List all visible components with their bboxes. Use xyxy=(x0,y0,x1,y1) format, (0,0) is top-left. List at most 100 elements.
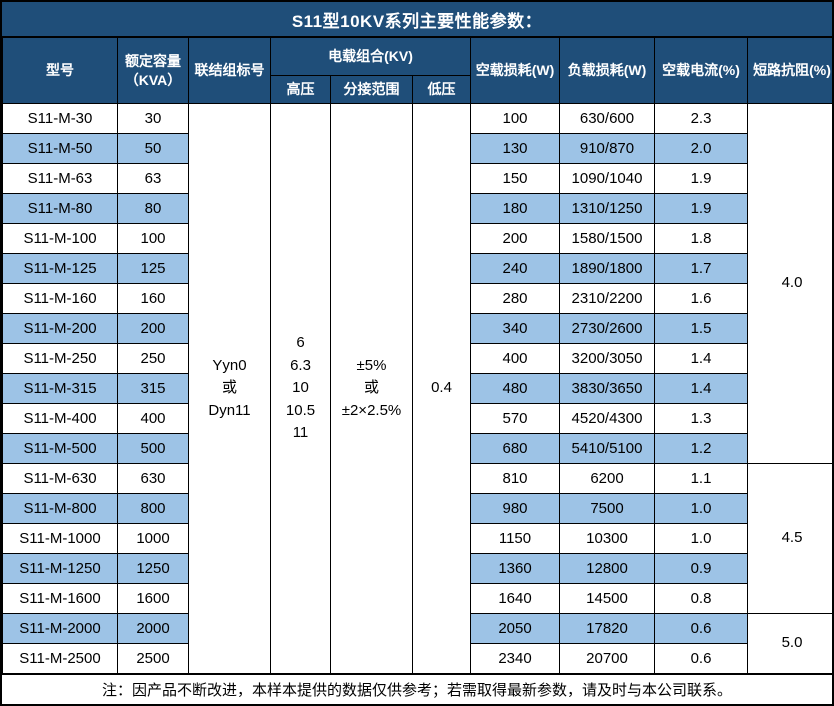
cell-load-loss: 4520/4300 xyxy=(559,403,655,434)
cell-model: S11-M-30 xyxy=(2,103,118,134)
table-row: S11-M-160 160 280 2310/2200 1.6 xyxy=(2,283,833,314)
cell-load-loss: 7500 xyxy=(559,493,655,524)
cell-capacity: 2500 xyxy=(117,643,189,674)
cell-capacity: 800 xyxy=(117,493,189,524)
col-header-no-load-current: 空载电流(%) xyxy=(654,37,748,104)
cell-no-load-current: 1.9 xyxy=(654,163,748,194)
cell-model: S11-M-2000 xyxy=(2,613,118,644)
cell-load-loss: 630/600 xyxy=(559,103,655,134)
cell-load-loss: 1310/1250 xyxy=(559,193,655,224)
cell-lv: 0.4 xyxy=(412,103,471,674)
cell-no-load-loss: 200 xyxy=(470,223,560,254)
spec-table: 型号 额定容量 （KVA） 联结组标号 电载组合(KV) 空载损耗(W) 负载损… xyxy=(2,37,833,674)
cell-no-load-current: 1.8 xyxy=(654,223,748,254)
col-header-impedance: 短路抗阻(%) xyxy=(747,37,832,104)
cell-no-load-loss: 570 xyxy=(470,403,560,434)
table-row: S11-M-2500 2500 2340 20700 0.6 xyxy=(2,643,833,674)
cell-no-load-current: 1.4 xyxy=(654,343,748,374)
cell-model: S11-M-2500 xyxy=(2,643,118,674)
cell-load-loss: 1890/1800 xyxy=(559,253,655,284)
cell-load-loss: 12800 xyxy=(559,553,655,584)
cell-impedance-group-2: 4.5 xyxy=(747,463,832,614)
cell-no-load-current: 1.0 xyxy=(654,493,748,524)
cell-no-load-loss: 680 xyxy=(470,433,560,464)
cell-load-loss: 20700 xyxy=(559,643,655,674)
cell-no-load-current: 0.9 xyxy=(654,553,748,584)
table-header: 型号 额定容量 （KVA） 联结组标号 电载组合(KV) 空载损耗(W) 负载损… xyxy=(2,37,833,104)
col-header-capacity: 额定容量 （KVA） xyxy=(117,37,189,104)
cell-load-loss: 17820 xyxy=(559,613,655,644)
cell-capacity: 30 xyxy=(117,103,189,134)
cell-load-loss: 5410/5100 xyxy=(559,433,655,464)
header-row-2: 高压 分接范围 低压 xyxy=(3,75,833,104)
page-title: S11型10KV系列主要性能参数： xyxy=(2,2,832,37)
cell-capacity: 200 xyxy=(117,313,189,344)
cell-load-loss: 14500 xyxy=(559,583,655,614)
cell-model: S11-M-1250 xyxy=(2,553,118,584)
cell-load-loss: 910/870 xyxy=(559,133,655,164)
cell-model: S11-M-200 xyxy=(2,313,118,344)
cell-load-loss: 3200/3050 xyxy=(559,343,655,374)
cell-load-loss: 2310/2200 xyxy=(559,283,655,314)
table-row: S11-M-315 315 480 3830/3650 1.4 xyxy=(2,373,833,404)
cell-no-load-loss: 480 xyxy=(470,373,560,404)
cell-no-load-current: 1.5 xyxy=(654,313,748,344)
table-row: S11-M-630 630 810 6200 1.1 4.5 xyxy=(2,463,832,614)
cell-no-load-current: 1.3 xyxy=(654,403,748,434)
cell-capacity: 250 xyxy=(117,343,189,374)
table-row: S11-M-63 63 150 1090/1040 1.9 xyxy=(2,163,833,194)
table-row: S11-M-100 100 200 1580/1500 1.8 xyxy=(2,223,833,254)
table-row: S11-M-200 200 340 2730/2600 1.5 xyxy=(2,313,833,344)
cell-no-load-loss: 1150 xyxy=(470,523,560,554)
cell-load-loss: 1580/1500 xyxy=(559,223,655,254)
cell-capacity: 1250 xyxy=(117,553,189,584)
cell-model: S11-M-63 xyxy=(2,163,118,194)
footer-note: 注：因产品不断改进，本样本提供的数据仅供参考；若需取得最新参数，请及时与本公司联… xyxy=(2,674,832,704)
cell-capacity: 400 xyxy=(117,403,189,434)
cell-model: S11-M-1600 xyxy=(2,583,118,614)
cell-load-loss: 10300 xyxy=(559,523,655,554)
cell-model: S11-M-400 xyxy=(2,403,118,434)
cell-capacity: 50 xyxy=(117,133,189,164)
cell-model: S11-M-315 xyxy=(2,373,118,404)
cell-no-load-current: 1.2 xyxy=(654,433,748,464)
table-body: S11-M-30 30 Yyn0 或 Dyn11 6 6.3 10 10.5 1… xyxy=(2,103,833,674)
cell-hv: 6 6.3 10 10.5 11 xyxy=(270,103,331,674)
cell-no-load-loss: 1640 xyxy=(470,583,560,614)
table-row: S11-M-125 125 240 1890/1800 1.7 xyxy=(2,253,833,284)
header-row-1: 型号 额定容量 （KVA） 联结组标号 电载组合(KV) 空载损耗(W) 负载损… xyxy=(2,37,832,104)
cell-load-loss: 6200 xyxy=(559,463,655,494)
cell-no-load-loss: 130 xyxy=(470,133,560,164)
cell-capacity: 125 xyxy=(117,253,189,284)
table-row: S11-M-500 500 680 5410/5100 1.2 xyxy=(2,433,833,464)
table-row: S11-M-1250 1250 1360 12800 0.9 xyxy=(2,553,833,584)
cell-no-load-loss: 100 xyxy=(470,103,560,134)
cell-vector-group: Yyn0 或 Dyn11 xyxy=(188,103,271,674)
col-header-load-combo: 电载组合(KV) xyxy=(270,37,471,76)
cell-no-load-loss: 280 xyxy=(470,283,560,314)
table-row: S11-M-400 400 570 4520/4300 1.3 xyxy=(2,403,833,434)
table-row: S11-M-800 800 980 7500 1.0 xyxy=(2,493,833,524)
cell-capacity: 100 xyxy=(117,223,189,254)
cell-load-loss: 3830/3650 xyxy=(559,373,655,404)
cell-impedance-group-3: 5.0 xyxy=(747,613,832,674)
table-row: S11-M-80 80 180 1310/1250 1.9 xyxy=(2,193,833,224)
cell-no-load-current: 0.6 xyxy=(654,613,748,644)
cell-no-load-current: 2.0 xyxy=(654,133,748,164)
cell-model: S11-M-50 xyxy=(2,133,118,164)
cell-no-load-loss: 2050 xyxy=(470,613,560,644)
cell-no-load-loss: 1360 xyxy=(470,553,560,584)
cell-no-load-loss: 2340 xyxy=(470,643,560,674)
col-header-model: 型号 xyxy=(2,37,118,104)
cell-no-load-loss: 400 xyxy=(470,343,560,374)
cell-impedance-group-1: 4.0 xyxy=(747,103,832,464)
cell-capacity: 2000 xyxy=(117,613,189,644)
cell-capacity: 1000 xyxy=(117,523,189,554)
table-row: S11-M-1600 1600 1640 14500 0.8 xyxy=(2,583,833,614)
cell-capacity: 63 xyxy=(117,163,189,194)
cell-no-load-loss: 240 xyxy=(470,253,560,284)
cell-capacity: 630 xyxy=(117,463,189,494)
cell-no-load-current: 0.8 xyxy=(654,583,748,614)
cell-tap-range: ±5% 或 ±2×2.5% xyxy=(330,103,413,674)
